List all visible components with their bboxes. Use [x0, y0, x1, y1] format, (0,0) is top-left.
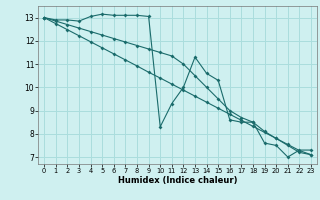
- X-axis label: Humidex (Indice chaleur): Humidex (Indice chaleur): [118, 176, 237, 185]
